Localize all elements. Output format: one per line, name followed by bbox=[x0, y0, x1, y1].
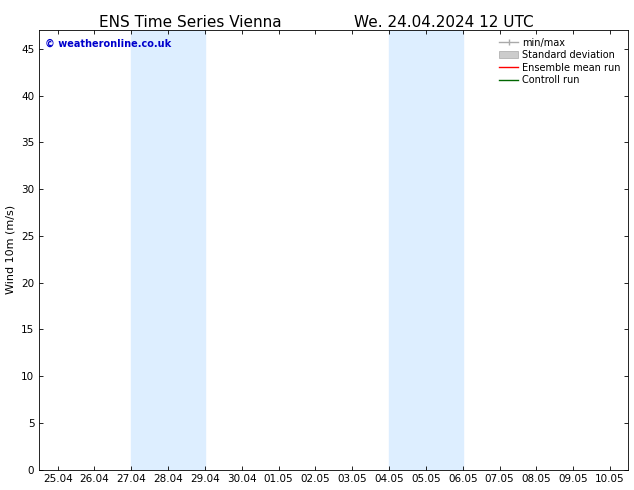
Bar bbox=[131, 30, 205, 469]
Text: © weatheronline.co.uk: © weatheronline.co.uk bbox=[45, 39, 171, 49]
Legend: min/max, Standard deviation, Ensemble mean run, Controll run: min/max, Standard deviation, Ensemble me… bbox=[496, 35, 624, 88]
Text: ENS Time Series Vienna: ENS Time Series Vienna bbox=[99, 15, 281, 30]
Y-axis label: Wind 10m (m/s): Wind 10m (m/s) bbox=[6, 205, 16, 294]
Bar bbox=[389, 30, 463, 469]
Text: We. 24.04.2024 12 UTC: We. 24.04.2024 12 UTC bbox=[354, 15, 534, 30]
